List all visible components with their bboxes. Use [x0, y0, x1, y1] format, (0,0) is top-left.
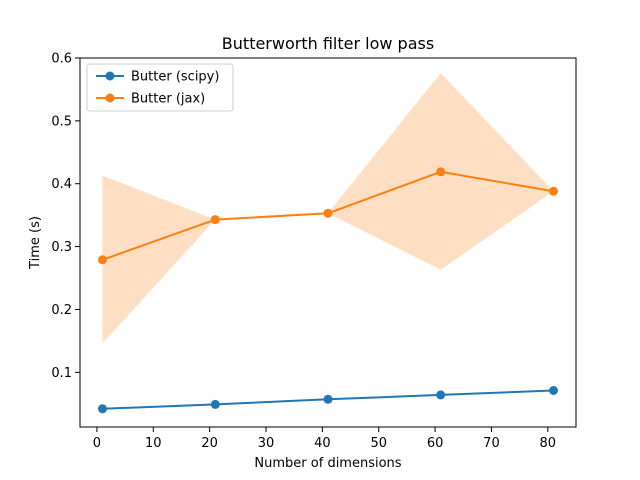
x-tick-label: 0 — [93, 436, 101, 451]
y-tick-label: 0.1 — [51, 366, 72, 381]
y-axis-title: Time (s) — [28, 216, 43, 270]
series-1-point — [549, 186, 558, 196]
x-tick-label: 80 — [540, 436, 557, 451]
legend-entries: Butter (scipy) Butter (jax) — [96, 70, 219, 107]
y-tick-label: 0.4 — [51, 177, 72, 192]
x-tick-label: 60 — [427, 436, 444, 451]
x-axis-ticks: 0 10 20 30 40 50 60 70 80 — [93, 427, 556, 451]
x-tick-label: 30 — [258, 436, 275, 451]
x-tick-label: 10 — [145, 436, 162, 451]
plot-area — [79, 57, 577, 428]
confidence-bands — [102, 73, 554, 344]
series-1-point — [98, 255, 107, 265]
series-0-point — [436, 390, 446, 400]
x-tick-label: 40 — [314, 436, 331, 451]
series-0-point — [210, 399, 220, 409]
legend-label-1: Butter (jax) — [131, 92, 205, 107]
series-1-point — [323, 208, 333, 218]
series-1-point — [210, 215, 220, 225]
y-tick-label: 0.6 — [51, 52, 72, 67]
series-1-band — [102, 73, 554, 344]
legend-marker-0 — [105, 71, 115, 81]
legend: Butter (scipy) Butter (jax) — [86, 63, 234, 112]
series-0-point — [549, 386, 558, 395]
y-axis-ticks: 0.1 0.2 0.3 0.4 0.5 0.6 — [51, 52, 80, 381]
x-tick-label: 20 — [201, 436, 218, 451]
x-axis-title: Number of dimensions — [254, 456, 401, 471]
legend-label-0: Butter (scipy) — [131, 70, 219, 85]
y-tick-label: 0.5 — [51, 114, 72, 129]
x-tick-label: 70 — [483, 436, 500, 451]
plot-frame — [79, 57, 577, 428]
series-0-point — [98, 404, 107, 414]
series-1-point — [436, 167, 446, 177]
series-0-point — [323, 394, 333, 404]
x-tick-label: 50 — [370, 436, 387, 451]
legend-marker-1 — [105, 93, 115, 103]
series-points — [98, 167, 558, 414]
y-tick-label: 0.3 — [51, 240, 72, 255]
chart-title: Butterworth filter low pass — [222, 34, 434, 53]
y-tick-label: 0.2 — [51, 303, 72, 318]
